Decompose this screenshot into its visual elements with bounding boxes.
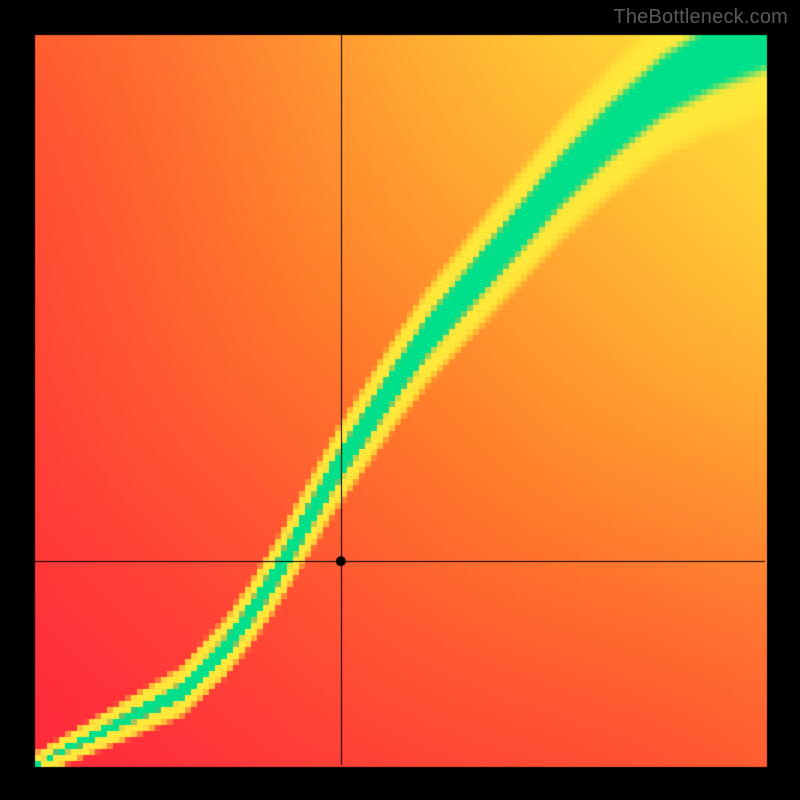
chart-container: TheBottleneck.com	[0, 0, 800, 800]
heatmap-canvas	[0, 0, 800, 800]
watermark-text: TheBottleneck.com	[613, 6, 788, 29]
